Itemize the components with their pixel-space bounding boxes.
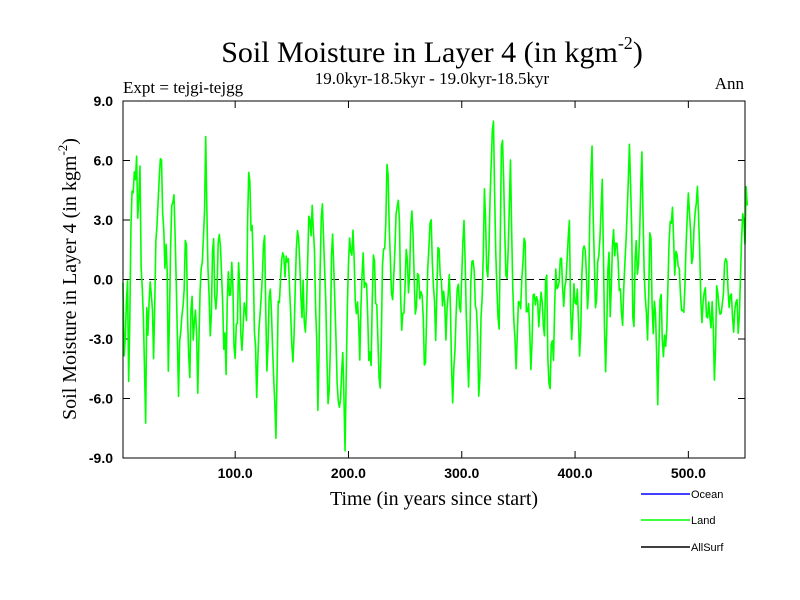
chart-title: Soil Moisture in Layer 4 (in kgm-2) xyxy=(221,33,643,69)
legend-label-land: Land xyxy=(691,515,715,527)
y-tick-label: 9.0 xyxy=(94,93,114,109)
x-axis: 100.0 200.0 300.0 400.0 500.0 xyxy=(218,101,706,481)
y-tick-label: 6.0 xyxy=(94,153,114,169)
x-tick-label: 100.0 xyxy=(218,465,253,481)
x-tick-label: 200.0 xyxy=(331,465,366,481)
subtitle-center: 19.0kyr-18.5kyr - 19.0kyr-18.5kyr xyxy=(315,69,550,88)
y-tick-label: -6.0 xyxy=(89,391,113,407)
plot-frame xyxy=(122,100,746,459)
y-axis-label: Soil Moisture in Layer 4 (in kgm-2) xyxy=(55,138,81,420)
y-tick-label: 0.0 xyxy=(94,272,114,288)
x-tick-label: 400.0 xyxy=(558,465,593,481)
legend: Ocean Land AllSurf xyxy=(641,489,724,554)
legend-label-ocean: Ocean xyxy=(691,489,723,501)
x-axis-label: Time (in years since start) xyxy=(330,488,538,510)
legend-label-allsurf: AllSurf xyxy=(691,542,724,554)
y-tick-label: -9.0 xyxy=(89,450,113,466)
series-line-land xyxy=(122,120,749,452)
subtitle-right: Ann xyxy=(715,74,745,93)
y-tick-label: -3.0 xyxy=(89,331,113,347)
y-tick-label: 3.0 xyxy=(94,212,114,228)
x-tick-label: 500.0 xyxy=(671,465,706,481)
y-axis: -9.0 -6.0 -3.0 0.0 3.0 6.0 9.0 xyxy=(89,93,745,466)
x-tick-label: 300.0 xyxy=(444,465,479,481)
subtitle-left: Expt = tejgi-tejgg xyxy=(123,78,244,97)
